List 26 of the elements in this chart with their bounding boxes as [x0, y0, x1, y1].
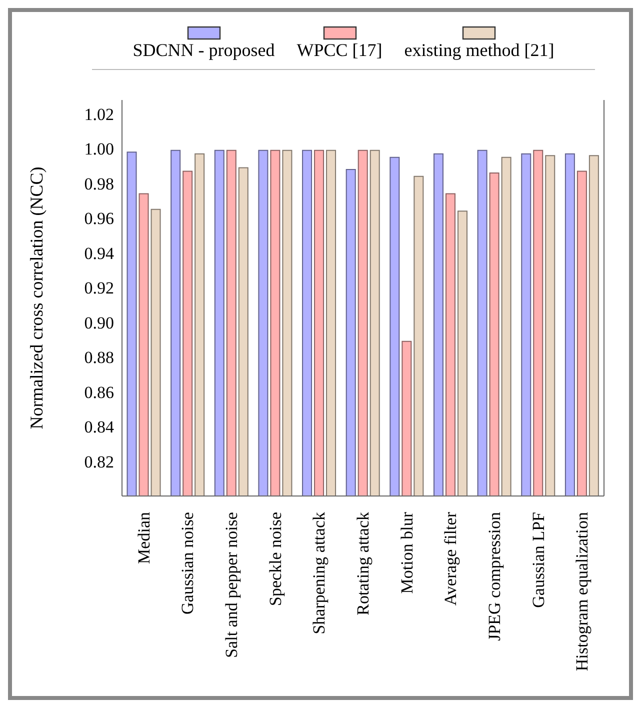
y-tick-label: 0.88 [84, 348, 114, 368]
y-tick-label: 0.90 [84, 313, 114, 332]
x-tick-label: Average filter [441, 512, 460, 606]
y-tick-label: 0.94 [84, 244, 114, 263]
y-tick-label: 0.82 [84, 452, 114, 472]
x-tick-label: JPEG compression [484, 512, 504, 641]
x-tick-label: Gaussian noise [178, 512, 198, 614]
legend-label: SDCNN - proposed [132, 40, 275, 61]
x-tick-label: Sharpening attack [310, 512, 329, 634]
x-tick-label: Salt and pepper noise [222, 512, 242, 658]
y-tick-label: 0.96 [84, 209, 114, 228]
y-tick-label: 1.00 [84, 140, 114, 159]
x-tick-label: Rotating attack [354, 512, 372, 616]
legend-label: existing method [21] [404, 40, 554, 61]
y-tick-label: 1.02 [84, 104, 114, 124]
y-tick-label: 0.98 [84, 174, 114, 194]
y-tick-label: 0.86 [84, 382, 114, 402]
x-tick-label: Median [134, 512, 154, 564]
y-tick-label: 0.84 [84, 418, 114, 437]
x-tick-label: Speckle noise [266, 512, 285, 606]
y-axis-title: Normalized cross correlation (NCC) [26, 166, 46, 430]
x-tick-label: Gaussian LPF [528, 512, 548, 608]
y-tick-label: 0.92 [84, 278, 114, 298]
legend-label: WPCC [17] [296, 40, 382, 61]
x-tick-label: Motion blur [397, 512, 416, 594]
x-tick-label: Histogram equalization [572, 512, 592, 672]
